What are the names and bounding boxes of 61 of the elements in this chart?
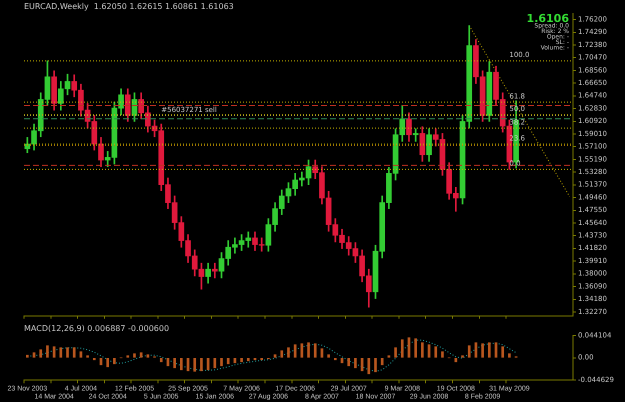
bar — [414, 338, 417, 358]
bar — [434, 346, 438, 358]
bar — [113, 358, 116, 364]
bar — [160, 358, 163, 362]
bar — [193, 358, 196, 372]
bar — [287, 347, 290, 358]
bar — [481, 343, 484, 358]
bar — [441, 351, 444, 358]
bar — [186, 358, 190, 372]
bar — [72, 347, 76, 358]
bar — [39, 349, 42, 358]
bar — [300, 343, 304, 358]
bar — [360, 358, 364, 372]
bar — [106, 358, 110, 368]
bar — [461, 355, 464, 358]
bar — [314, 343, 317, 358]
bar — [501, 346, 504, 358]
bar — [32, 352, 36, 358]
bar — [294, 344, 296, 358]
bar — [240, 358, 243, 362]
bar — [374, 358, 377, 372]
bar — [140, 352, 142, 358]
bar — [59, 347, 62, 358]
bar — [474, 342, 478, 358]
bar — [180, 358, 183, 370]
bar — [380, 358, 384, 366]
bar — [226, 358, 230, 364]
bar — [46, 345, 49, 358]
bar — [340, 358, 344, 364]
bar — [254, 358, 256, 360]
bar — [408, 337, 410, 358]
bar — [508, 353, 511, 358]
bar — [206, 358, 210, 370]
bar — [488, 342, 491, 358]
chart-title: EURCAD,Weekly 1.62050 1.62615 1.60861 1.61063 — [24, 2, 234, 11]
bar — [421, 342, 424, 358]
bar — [66, 347, 69, 358]
bar — [354, 358, 357, 368]
bar — [220, 358, 223, 366]
bar — [468, 345, 471, 358]
bar — [166, 358, 170, 366]
chart-title: MACD(12,26,9) 0.006887 -0.000600 — [24, 324, 170, 333]
bar — [347, 358, 350, 366]
bar — [173, 358, 176, 368]
bar — [454, 358, 458, 362]
bar — [394, 347, 397, 358]
bar — [307, 342, 310, 358]
bar — [234, 358, 236, 364]
bar — [80, 351, 82, 358]
bar — [428, 344, 430, 358]
bar — [400, 339, 404, 358]
bar — [133, 353, 136, 358]
bar — [274, 354, 276, 358]
bar — [320, 348, 324, 358]
bar — [280, 350, 284, 358]
bar — [494, 342, 498, 358]
bar — [367, 358, 370, 374]
bar — [200, 358, 203, 372]
bar — [213, 358, 216, 368]
bar — [52, 346, 56, 358]
bar — [100, 358, 102, 366]
